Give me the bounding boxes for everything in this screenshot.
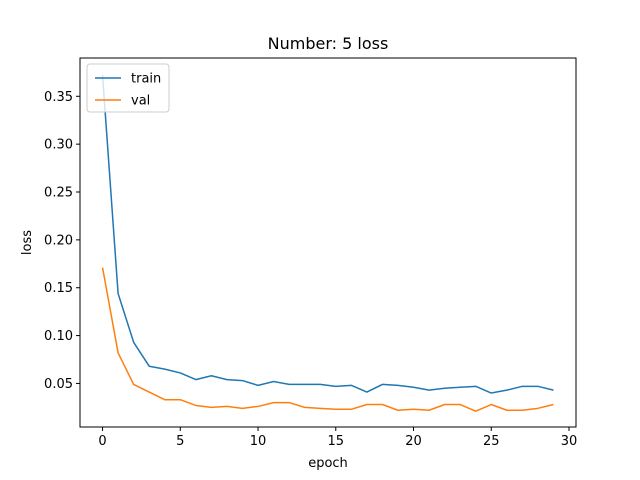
- legend-label-val: val: [131, 94, 150, 109]
- x-tick-label: 25: [483, 434, 500, 449]
- x-tick-label: 10: [250, 434, 267, 449]
- x-tick-label: 0: [98, 434, 106, 449]
- x-axis-ticks: 0 5 10 15 20 25 30: [98, 427, 577, 449]
- y-tick-label: 0.15: [44, 281, 73, 296]
- series-layer: [101, 75, 554, 412]
- x-tick-label: 30: [561, 434, 578, 449]
- y-tick-label: 0.35: [44, 90, 73, 105]
- axes-frame: [79, 57, 577, 428]
- series-line-train: [101, 75, 554, 394]
- y-tick-label: 0.30: [44, 138, 73, 153]
- y-tick-label: 0.25: [44, 186, 73, 201]
- chart-title: Number: 5 loss: [268, 34, 389, 53]
- y-tick-label: 0.10: [44, 329, 73, 344]
- legend: train val: [86, 63, 170, 113]
- y-tick-label: 0.20: [44, 233, 73, 248]
- x-tick-label: 5: [176, 434, 184, 449]
- y-axis-label: loss: [20, 230, 35, 255]
- x-axis-label: epoch: [308, 456, 348, 471]
- y-tick-label: 0.05: [44, 377, 73, 392]
- y-axis-ticks: 0.05 0.10 0.15 0.20 0.25 0.30 0.35: [44, 90, 80, 392]
- legend-label-train: train: [131, 72, 161, 87]
- x-tick-label: 15: [328, 434, 345, 449]
- x-tick-label: 20: [405, 434, 422, 449]
- series-line-val: [101, 267, 554, 412]
